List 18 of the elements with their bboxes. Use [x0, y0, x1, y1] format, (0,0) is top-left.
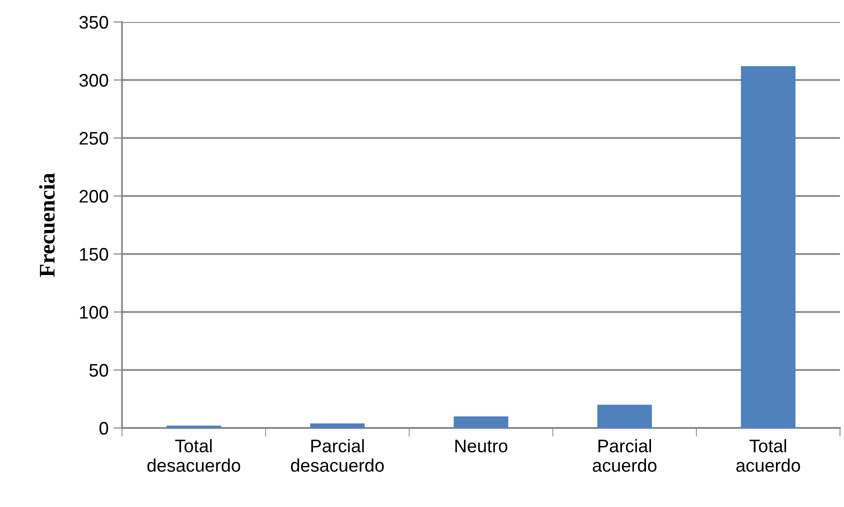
y-tick-label: 0 — [99, 422, 108, 435]
x-tick-label: Total acuerdo — [736, 439, 800, 472]
y-tick-label: 350 — [79, 16, 108, 29]
y-axis-title: Frecuencia — [39, 173, 55, 277]
y-tick-label: 200 — [80, 190, 108, 203]
bar — [454, 416, 508, 428]
x-tick-label: Neutro — [455, 440, 508, 452]
y-tick-label: 300 — [79, 74, 108, 87]
y-tick-label: 150 — [80, 248, 108, 261]
bar — [310, 423, 365, 428]
bar — [597, 404, 652, 428]
y-tick-label: 250 — [80, 132, 108, 145]
x-tick-label: Parcial acuerdo — [592, 439, 656, 472]
x-tick-label: Total desacuerdo — [147, 439, 240, 472]
y-tick-label: 100 — [80, 306, 108, 319]
x-tick-label: Parcial desacuerdo — [290, 439, 384, 472]
bar — [740, 66, 796, 428]
y-tick-label: 50 — [89, 364, 108, 377]
